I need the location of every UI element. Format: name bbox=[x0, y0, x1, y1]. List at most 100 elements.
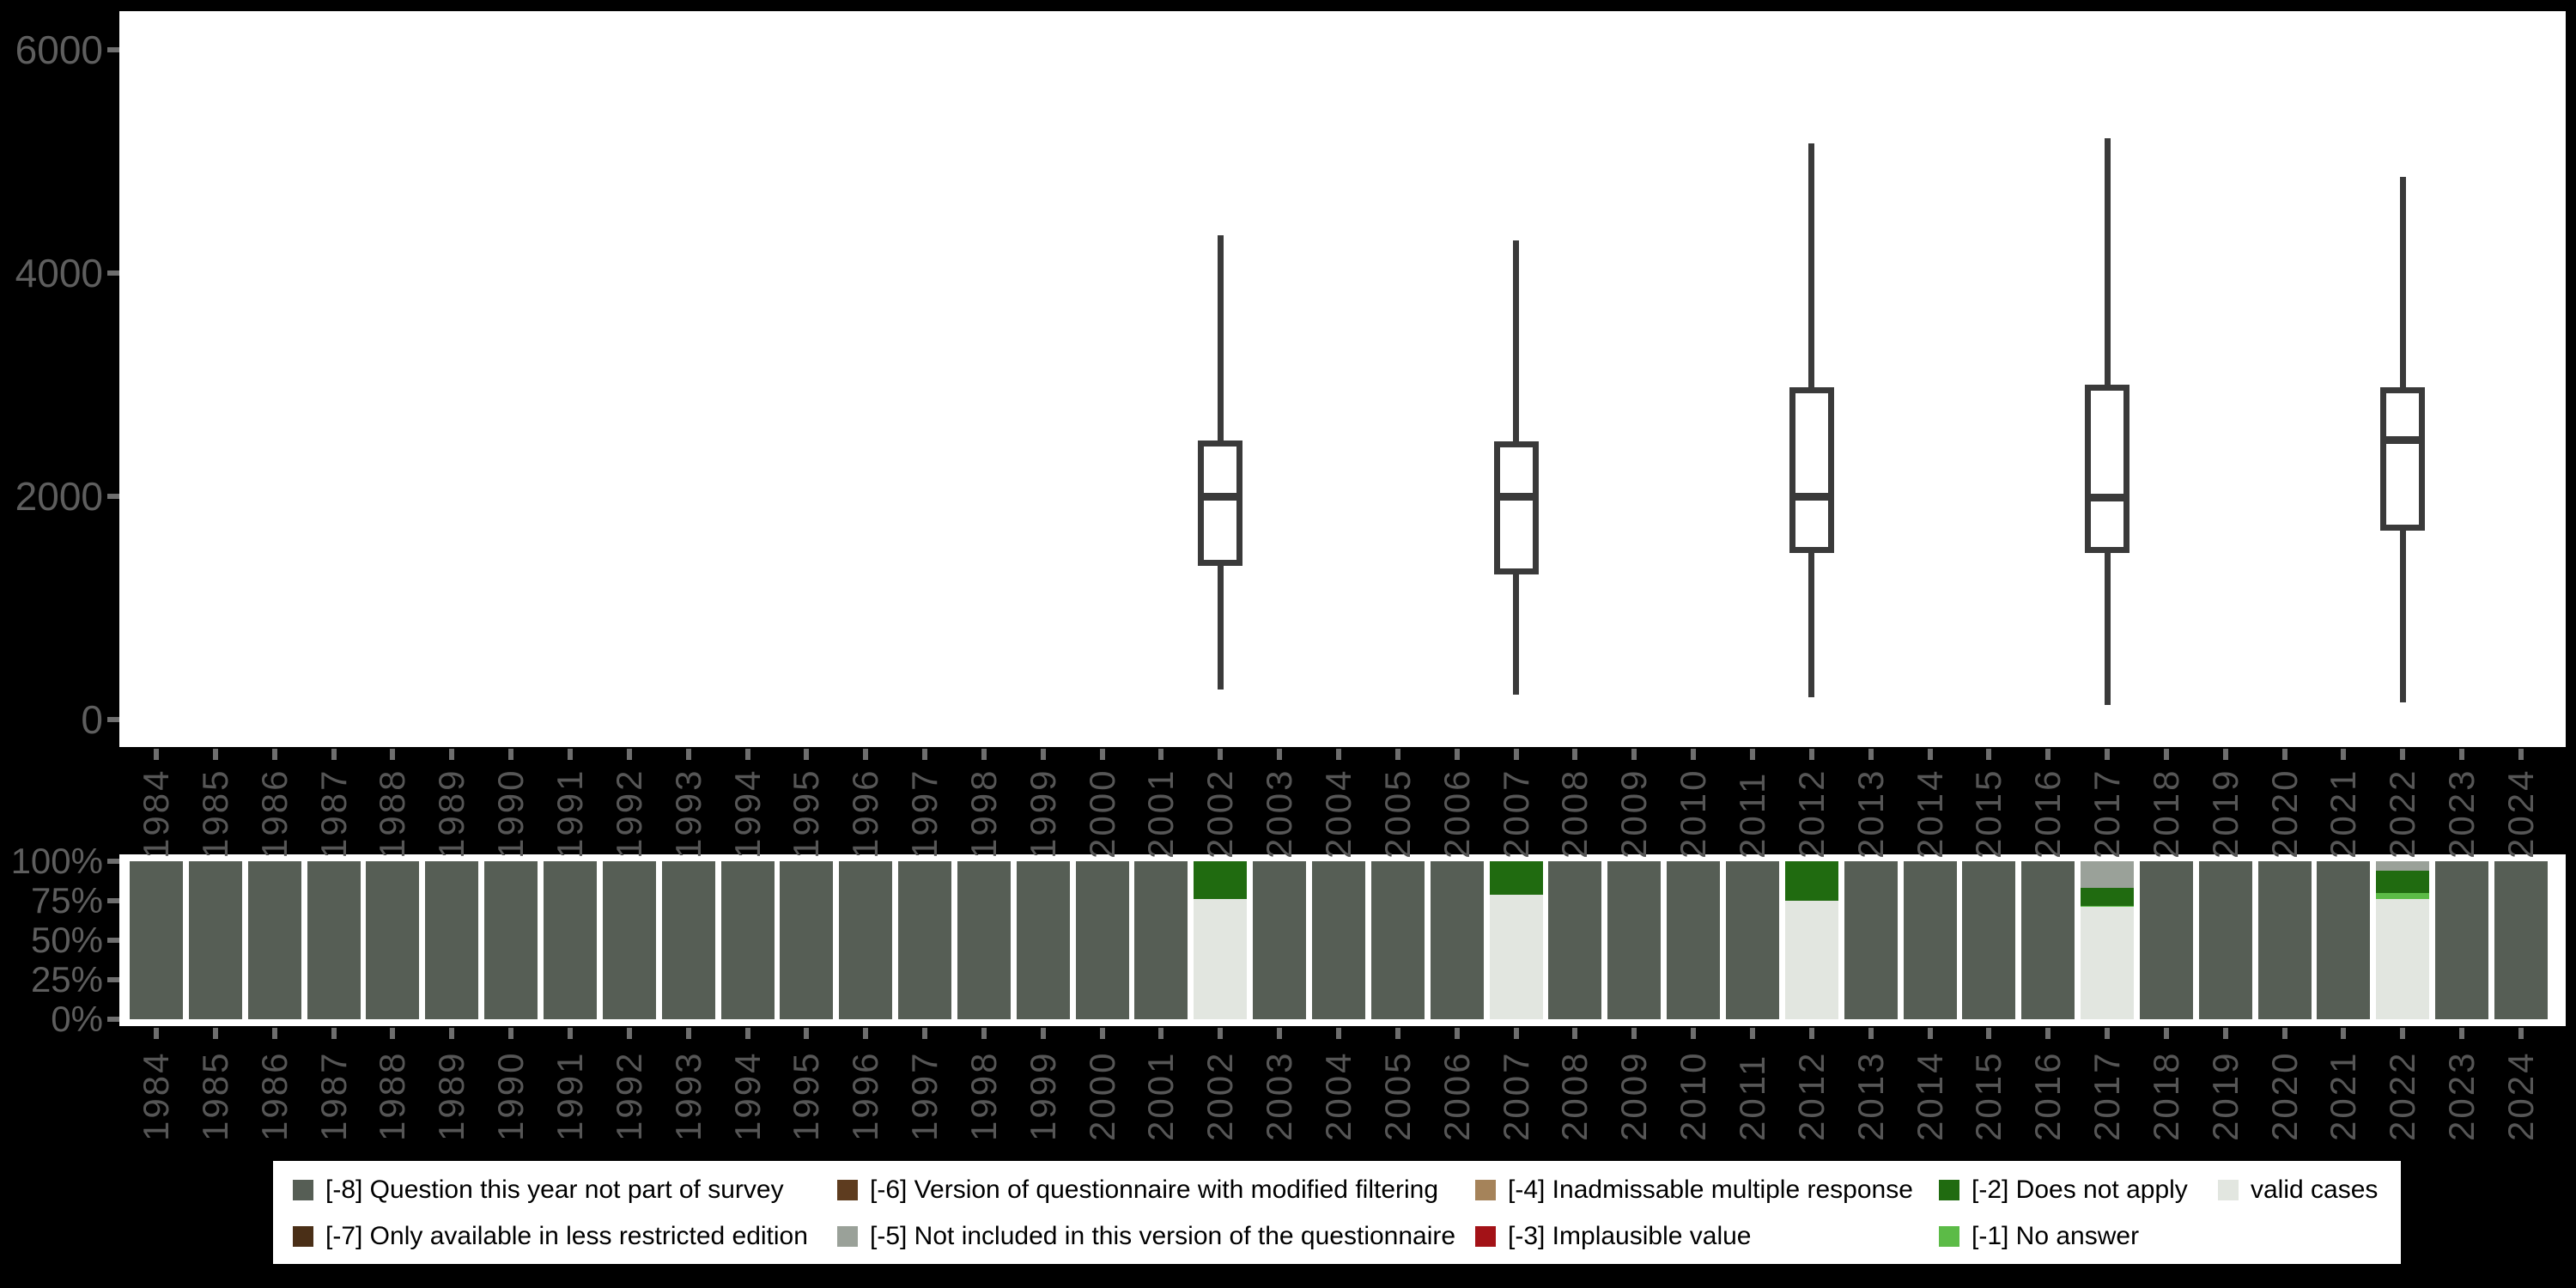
x-axis-tick bbox=[1572, 749, 1578, 760]
x-axis-year-label: 1994 bbox=[726, 768, 768, 859]
boxplot-lower-whisker bbox=[2104, 553, 2111, 706]
stacked-bar-segment--8 bbox=[1370, 861, 1425, 1019]
x-axis-tick bbox=[1394, 749, 1400, 760]
x-axis-tick bbox=[2281, 749, 2287, 760]
x-axis-year-label: 2014 bbox=[1909, 768, 1950, 859]
x-axis-tick bbox=[212, 749, 218, 760]
x-axis-tick bbox=[626, 1028, 632, 1039]
x-axis-tick bbox=[2105, 1028, 2111, 1039]
stacked-bar-segment--2 bbox=[2376, 871, 2430, 893]
stacked-bar-segment--8 bbox=[2317, 861, 2371, 1019]
stacked-bar-segment--2 bbox=[1194, 861, 1248, 900]
stacked-bar-segment--8 bbox=[1725, 861, 1779, 1019]
x-axis-tick bbox=[1513, 1028, 1519, 1039]
x-axis-tick bbox=[744, 749, 750, 760]
legend-swatch--3 bbox=[1475, 1226, 1496, 1247]
stacked-bar-segment--8 bbox=[661, 861, 715, 1019]
x-axis-year-label: 2022 bbox=[2382, 768, 2423, 859]
x-axis-year-label: 2018 bbox=[2145, 768, 2186, 859]
stacked-bar-segment--8 bbox=[1667, 861, 1721, 1019]
x-axis-tick bbox=[1099, 749, 1105, 760]
x-axis-tick bbox=[390, 1028, 396, 1039]
x-axis-year-label: 1990 bbox=[490, 1050, 532, 1141]
x-axis-tick bbox=[2163, 749, 2169, 760]
x-axis-tick bbox=[271, 1028, 277, 1039]
x-axis-year-label: 1987 bbox=[313, 1050, 354, 1141]
x-axis-year-label: 1993 bbox=[667, 768, 708, 859]
x-axis-year-label: 1984 bbox=[136, 768, 176, 859]
stacked-bar-segment-valid bbox=[1194, 899, 1248, 1019]
x-axis-tick bbox=[863, 1028, 869, 1039]
x-axis-year-label: 2024 bbox=[2500, 768, 2541, 859]
x-axis-tick bbox=[567, 1028, 573, 1039]
x-axis-year-label: 2007 bbox=[1495, 768, 1536, 859]
stacked-bar-segment--5 bbox=[2376, 861, 2430, 872]
x-axis-year-label: 2014 bbox=[1909, 1050, 1950, 1141]
x-axis-tick bbox=[1691, 749, 1697, 760]
x-axis-year-label: 2004 bbox=[1318, 768, 1358, 859]
x-axis-tick bbox=[1868, 1028, 1874, 1039]
boxplot-box bbox=[1789, 386, 1834, 554]
x-axis-year-label: 2016 bbox=[2027, 768, 2069, 859]
x-axis-year-label: 1998 bbox=[963, 768, 1004, 859]
stacked-bar-segment--8 bbox=[957, 861, 1011, 1019]
stacked-bar-segment--8 bbox=[780, 861, 834, 1019]
x-axis-tick bbox=[449, 749, 455, 760]
x-axis-tick bbox=[2459, 749, 2465, 760]
x-axis-year-label: 2002 bbox=[1200, 768, 1241, 859]
x-axis-year-label: 2010 bbox=[1673, 768, 1714, 859]
x-axis-tick bbox=[1099, 1028, 1105, 1039]
x-axis-year-label: 1991 bbox=[549, 768, 590, 859]
boxplot-lower-whisker bbox=[1808, 553, 1815, 697]
x-axis-year-label: 2016 bbox=[2027, 1050, 2069, 1141]
x-axis-year-label: 1991 bbox=[549, 1050, 590, 1141]
x-axis-year-label: 2017 bbox=[2087, 768, 2128, 859]
x-axis-year-label: 2013 bbox=[1850, 1050, 1891, 1141]
x-axis-year-label: 2001 bbox=[1140, 1050, 1182, 1141]
x-axis-tick bbox=[804, 749, 810, 760]
x-axis-year-label: 1996 bbox=[845, 768, 886, 859]
x-axis-tick bbox=[1040, 1028, 1046, 1039]
x-axis-tick bbox=[1454, 1028, 1460, 1039]
x-axis-year-label: 1987 bbox=[313, 768, 354, 859]
x-axis-year-label: 2003 bbox=[1259, 1050, 1300, 1141]
x-axis-year-label: 2019 bbox=[2204, 1050, 2245, 1141]
percent-axis-tick bbox=[107, 1017, 119, 1022]
x-axis-tick bbox=[2341, 1028, 2347, 1039]
boxplot-box bbox=[1198, 440, 1243, 567]
legend-swatch--8 bbox=[293, 1180, 313, 1200]
stacked-bar-segment--1 bbox=[2081, 905, 2135, 908]
boxplot-upper-whisker bbox=[1217, 234, 1224, 440]
stacked-bar-segment--2 bbox=[1489, 861, 1543, 895]
x-axis-year-label: 1995 bbox=[786, 1050, 827, 1141]
x-axis-tick bbox=[1572, 1028, 1578, 1039]
x-axis-year-label: 1989 bbox=[431, 1050, 472, 1141]
x-axis-tick bbox=[331, 749, 337, 760]
x-axis-tick bbox=[2045, 749, 2051, 760]
x-axis-year-label: 2022 bbox=[2382, 1050, 2423, 1141]
stacked-bar-segment--8 bbox=[130, 861, 183, 1019]
x-axis-tick bbox=[1691, 1028, 1697, 1039]
x-axis-year-label: 2013 bbox=[1850, 768, 1891, 859]
stacked-bar-segment-valid bbox=[2376, 899, 2430, 1019]
legend-swatch-valid bbox=[2218, 1180, 2239, 1200]
x-axis-tick bbox=[154, 749, 159, 760]
percent-axis-tick bbox=[107, 938, 119, 943]
legend-swatch--7 bbox=[293, 1226, 313, 1247]
stacked-bar-segment--8 bbox=[1430, 861, 1484, 1019]
x-axis-tick bbox=[685, 1028, 691, 1039]
x-axis-tick bbox=[2341, 749, 2347, 760]
x-axis-year-label: 2003 bbox=[1259, 768, 1300, 859]
x-axis-tick bbox=[271, 749, 277, 760]
x-axis-tick bbox=[508, 749, 514, 760]
legend-label--8: [-8] Question this year not part of surv… bbox=[325, 1176, 784, 1204]
x-axis-tick bbox=[1808, 749, 1814, 760]
x-axis-year-label: 2020 bbox=[2263, 1050, 2305, 1141]
x-axis-tick bbox=[1927, 1028, 1933, 1039]
boxplot-upper-whisker bbox=[1513, 240, 1520, 442]
x-axis-tick bbox=[390, 749, 396, 760]
stacked-bar-segment--8 bbox=[307, 861, 361, 1019]
boxplot-panel bbox=[119, 11, 2566, 747]
x-axis-tick bbox=[2518, 749, 2524, 760]
x-axis-tick bbox=[1631, 749, 1637, 760]
